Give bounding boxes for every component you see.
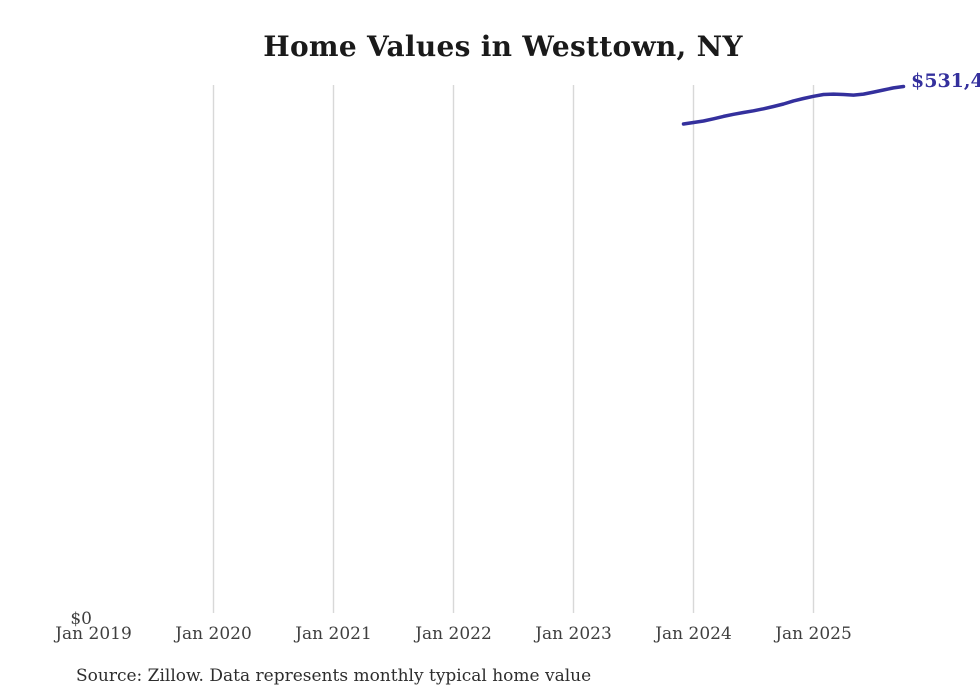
x-tick-label: Jan 2021: [295, 624, 372, 644]
x-tick-label: Jan 2024: [655, 624, 732, 644]
x-tick-label: Jan 2023: [535, 624, 612, 644]
gridlines: [212, 85, 815, 613]
y-axis-zero-label: $0: [70, 609, 92, 629]
x-tick-label: Jan 2022: [415, 624, 492, 644]
x-tick-label: Jan 2020: [175, 624, 252, 644]
x-tick-label: Jan 2019: [55, 624, 132, 644]
chart-title: Home Values in Westtown, NY: [263, 30, 743, 63]
home-value-line: [681, 84, 906, 126]
x-tick-label: Jan 2025: [775, 624, 852, 644]
source-note: Source: Zillow. Data represents monthly …: [76, 666, 592, 686]
latest-value-label: $531,499: [911, 70, 980, 92]
